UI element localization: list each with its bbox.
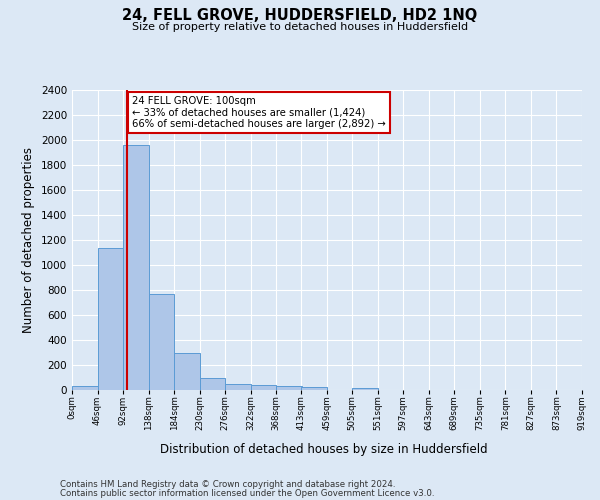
- Text: 24 FELL GROVE: 100sqm
← 33% of detached houses are smaller (1,424)
66% of semi-d: 24 FELL GROVE: 100sqm ← 33% of detached …: [132, 96, 386, 130]
- Bar: [352, 388, 378, 390]
- Bar: [72, 386, 98, 390]
- Bar: [123, 145, 149, 390]
- Text: Distribution of detached houses by size in Huddersfield: Distribution of detached houses by size …: [160, 442, 488, 456]
- Text: Contains HM Land Registry data © Crown copyright and database right 2024.: Contains HM Land Registry data © Crown c…: [60, 480, 395, 489]
- Text: 24, FELL GROVE, HUDDERSFIELD, HD2 1NQ: 24, FELL GROVE, HUDDERSFIELD, HD2 1NQ: [122, 8, 478, 22]
- Bar: [98, 248, 123, 390]
- Text: Contains public sector information licensed under the Open Government Licence v3: Contains public sector information licen…: [60, 489, 434, 498]
- Bar: [251, 385, 276, 390]
- Y-axis label: Number of detached properties: Number of detached properties: [22, 147, 35, 333]
- Bar: [149, 294, 174, 390]
- Bar: [200, 378, 225, 390]
- Bar: [225, 384, 251, 390]
- Text: Size of property relative to detached houses in Huddersfield: Size of property relative to detached ho…: [132, 22, 468, 32]
- Bar: [276, 386, 302, 390]
- Bar: [174, 352, 200, 390]
- Bar: [301, 387, 327, 390]
